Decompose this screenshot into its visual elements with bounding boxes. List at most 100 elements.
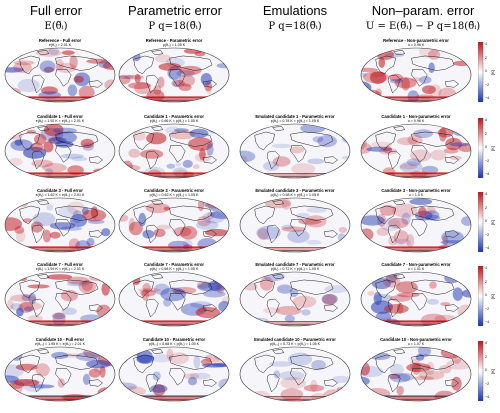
- panel-title: Candidate 10 - Non-parametric error: [380, 337, 452, 342]
- colorbar-tick: −2: [485, 381, 490, 386]
- map-panel: Candidate 1 - Non-parametric error u = 0.…: [360, 114, 472, 179]
- column-header: Parametric error P q=18(θ̃ᵢ): [105, 4, 245, 32]
- map-panel: Emulated candidate 7 - Parametric error p…: [239, 262, 351, 327]
- colorbar-tick: −4: [485, 246, 490, 250]
- panel-subtitle: p(θ₁) = 0.66 K < p(θ₀) = 1.05 K: [149, 119, 199, 123]
- colorbar-tick: −2: [485, 232, 490, 237]
- panel-subtitle: e(θ₀) = 2.01 K: [48, 43, 72, 47]
- panel-title: Candidate 10 - Full error: [35, 337, 85, 342]
- map-panel: Candidate 7 - Parametric error p(θ₇) = 0.…: [118, 262, 230, 327]
- map-panel: Candidate 7 - Non-parametric error u = 1.…: [360, 262, 472, 327]
- map-panel: Reference - Non-parametric error u = 0.96…: [360, 38, 472, 103]
- panel-subtitle: e(θ₃) = 1.62 K < e(θ₀) = 2.01 K: [35, 193, 85, 197]
- error-map: [239, 271, 351, 327]
- panel-title: Candidate 10 - Parametric error: [142, 337, 206, 342]
- panel-subtitle: p(θ₇) = 0.72 K < p(θ₀) = 1.05 K: [270, 267, 320, 271]
- colorbar-tick: 2: [485, 354, 487, 359]
- error-map: [4, 197, 116, 253]
- column-title: Parametric error: [128, 3, 222, 18]
- column-header: Non–param. error U = E(θ̃ᵢ) − P q=18(θ̃ᵢ): [353, 4, 493, 32]
- panel-title: Reference - Full error: [38, 38, 82, 43]
- error-map: [239, 197, 351, 253]
- panel-subtitle: e(θ₇) = 1.99 K < e(θ₀) = 2.01 K: [35, 267, 85, 271]
- error-map: [360, 271, 472, 327]
- panel-title: Emulated candidate 1 - Parametric error: [255, 114, 335, 119]
- colorbar-tick: −4: [485, 172, 490, 176]
- colorbar-tick: 0: [485, 145, 487, 149]
- colorbar-label: [K]: [489, 220, 495, 225]
- colorbar-label: [K]: [489, 369, 495, 374]
- colorbar-tick: −4: [485, 320, 490, 324]
- colorbar: 4 2 0 −2 −4 [K]: [478, 192, 498, 254]
- column-header: Full error E(θ̃ᵢ): [0, 4, 126, 32]
- panel-title: Candidate 3 - Full error: [37, 188, 83, 193]
- panel-title: Emulated candidate 7 - Parametric error: [255, 262, 335, 267]
- error-map: [4, 123, 116, 179]
- error-map: [239, 123, 351, 179]
- colorbar-tick: 2: [485, 131, 487, 136]
- error-map: [118, 197, 230, 253]
- panel-title: Candidate 7 - Non-parametric error: [381, 262, 451, 267]
- map-panel: Reference - Full error e(θ₀) = 2.01 K: [4, 38, 116, 103]
- colorbar-tick: 0: [485, 69, 487, 73]
- error-map: [4, 47, 116, 103]
- colorbar-tick: 4: [485, 341, 487, 345]
- colorbar-label: [K]: [489, 294, 495, 299]
- panel-subtitle: u = 1.07 K: [407, 342, 425, 346]
- error-map: [118, 123, 230, 179]
- panel-subtitle: p(θ₁₀) = 0.68 K < p(θ₀) = 1.05 K: [148, 342, 200, 346]
- colorbar-tick: 2: [485, 279, 487, 284]
- column-header: Emulations P q=18(θ̃ᵢ): [225, 4, 365, 32]
- colorbar-tick: 0: [485, 293, 487, 297]
- panel-title: Candidate 7 - Full error: [37, 262, 83, 267]
- column-formula: E(θ̃ᵢ): [44, 21, 68, 32]
- panel-subtitle: p(θ₁) = 0.78 K < p(θ₀) = 1.05 K: [270, 119, 320, 123]
- colorbar-tick: 4: [485, 192, 487, 196]
- column-title: Full error: [29, 3, 82, 18]
- colorbar-tick: 4: [485, 42, 487, 46]
- panel-subtitle: p(θ₃) = 0.62 K < p(θ₀) = 1.05 K: [149, 193, 199, 197]
- column-formula: P q=18(θ̃ᵢ): [148, 21, 202, 32]
- colorbar-tick: −2: [485, 306, 490, 311]
- map-panel: Candidate 1 - Full error e(θ₁) = 1.92 K <…: [4, 114, 116, 179]
- panel-title: Emulated candidate 3 - Parametric error: [255, 188, 335, 193]
- panel-subtitle: p(θ₇) = 0.68 K < p(θ₀) = 1.05 K: [149, 267, 199, 271]
- map-panel: Reference - Parametric error p(θ₀) = 1.05…: [118, 38, 230, 103]
- colorbar-tick: 2: [485, 205, 487, 210]
- colorbar-tick: −2: [485, 158, 490, 163]
- error-map: [4, 346, 116, 402]
- column-title: Emulations: [262, 3, 328, 18]
- column-formula: P q=18(θ̃ᵢ): [268, 21, 322, 32]
- error-map: [118, 271, 230, 327]
- map-panel: Candidate 7 - Full error e(θ₇) = 1.99 K <…: [4, 262, 116, 327]
- colorbar-tick: −4: [485, 395, 490, 399]
- panel-subtitle: u = 0.96 K: [407, 119, 425, 123]
- colorbar: 4 2 0 −2 −4 [K]: [478, 266, 498, 328]
- panel-subtitle: e(θ₁) = 1.92 K < e(θ₀) = 2.01 K: [35, 119, 85, 123]
- colorbar-tick: 4: [485, 266, 487, 270]
- error-map: [118, 47, 230, 103]
- colorbar-tick: 0: [485, 368, 487, 372]
- panel-subtitle: p(θ₃) = 0.58 K < p(θ₀) = 1.05 K: [270, 193, 320, 197]
- map-panel: Candidate 10 - Non-parametric error u = 1…: [360, 337, 472, 402]
- colorbar-label: [K]: [489, 146, 495, 151]
- colorbar-tick: −4: [485, 96, 490, 100]
- panel-title: Candidate 3 - Parametric error: [143, 188, 205, 193]
- map-panel: Candidate 3 - Non-parametric error u = 1.…: [360, 188, 472, 253]
- error-map: [4, 271, 116, 327]
- error-map: [360, 123, 472, 179]
- panel-title: Candidate 7 - Parametric error: [143, 262, 205, 267]
- panel-subtitle: e(θ₁₀) = 1.95 K < e(θ₀) = 2.01 K: [34, 342, 86, 346]
- colorbar: 4 2 0 −2 −4 [K]: [478, 118, 498, 180]
- panel-title: Emulated candidate 10 - Parametric error: [254, 337, 336, 342]
- map-panel: Candidate 3 - Full error e(θ₃) = 1.62 K <…: [4, 188, 116, 253]
- column-title: Non–param. error: [371, 3, 475, 18]
- error-map: [239, 346, 351, 402]
- colorbar-tick: 4: [485, 118, 487, 122]
- panel-title: Candidate 1 - Parametric error: [143, 114, 205, 119]
- panel-subtitle: p(θ₁₀) = 0.73 K < p(θ₀) = 1.05 K: [269, 342, 321, 346]
- column-formula: U = E(θ̃ᵢ) − P q=18(θ̃ᵢ): [365, 21, 481, 32]
- map-panel: Candidate 3 - Parametric error p(θ₃) = 0.…: [118, 188, 230, 253]
- colorbar: 4 2 0 −2 −4 [K]: [478, 341, 498, 403]
- map-panel: Candidate 10 - Full error e(θ₁₀) = 1.95 K…: [4, 337, 116, 402]
